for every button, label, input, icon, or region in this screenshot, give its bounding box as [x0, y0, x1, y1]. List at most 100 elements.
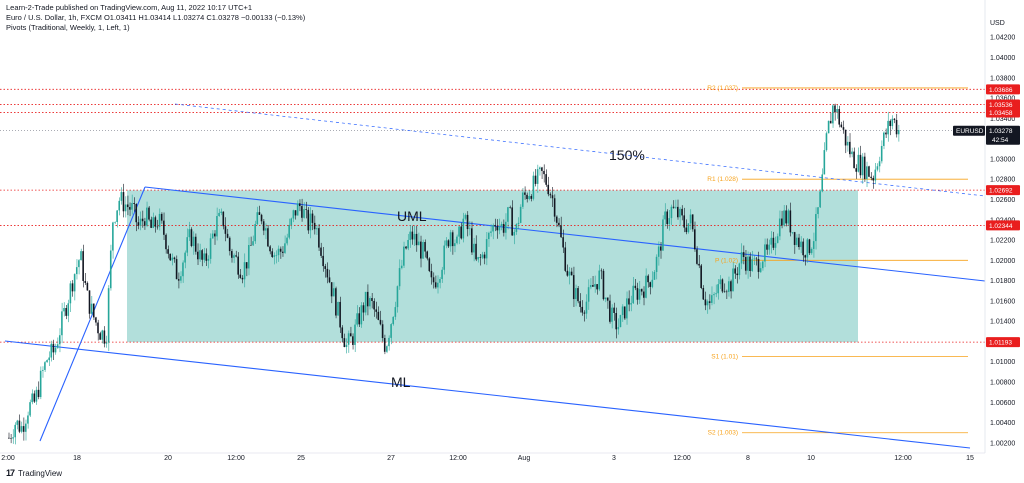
- candle-body: [165, 234, 167, 250]
- candle-body: [112, 222, 114, 251]
- candle-body: [742, 252, 745, 258]
- y-tick-label: 1.04200: [990, 35, 1015, 42]
- candle: [757, 251, 760, 279]
- candle-body: [530, 196, 533, 199]
- candle-body: [383, 338, 386, 352]
- candle-body: [700, 265, 702, 289]
- x-tick-label: 10: [807, 455, 815, 462]
- candle: [194, 233, 197, 255]
- candle-body: [674, 206, 677, 208]
- candle-body: [12, 437, 14, 439]
- candle: [532, 171, 535, 201]
- candle-body: [65, 308, 67, 316]
- candle: [893, 117, 896, 124]
- candle: [812, 232, 815, 258]
- candle: [645, 268, 647, 299]
- candle-body: [466, 214, 469, 230]
- candle: [766, 238, 768, 255]
- candle-body: [288, 224, 290, 238]
- candle-body: [783, 210, 785, 226]
- candle: [56, 337, 59, 349]
- candle: [392, 316, 395, 326]
- candle-body: [487, 232, 490, 240]
- candle-body: [141, 218, 144, 222]
- candle-body: [260, 214, 263, 222]
- candle: [226, 228, 229, 239]
- candle: [868, 165, 870, 178]
- candle-body: [33, 393, 36, 402]
- footer: 17 TradingView: [6, 468, 62, 478]
- candle: [233, 253, 235, 264]
- candle-body: [182, 262, 184, 277]
- candle: [615, 307, 618, 339]
- candle-body: [611, 307, 613, 322]
- candle-body: [303, 209, 305, 218]
- candle: [545, 169, 547, 187]
- candle: [606, 297, 609, 309]
- candle: [205, 248, 208, 266]
- candle: [498, 218, 501, 235]
- candle-body: [606, 297, 609, 301]
- candle: [315, 224, 318, 235]
- indicator-info: Pivots (Traditional, Weekly, 1, Left, 1): [6, 23, 130, 32]
- candle: [141, 210, 144, 228]
- ml-line: [4, 340, 971, 449]
- candle: [710, 286, 713, 306]
- candle: [466, 211, 469, 237]
- candle: [152, 212, 155, 229]
- candle: [415, 225, 418, 252]
- candle-body: [381, 324, 384, 339]
- candle: [105, 335, 108, 348]
- candle-body: [424, 242, 426, 252]
- candle: [75, 259, 78, 280]
- candle: [90, 295, 93, 316]
- candle: [832, 104, 834, 128]
- candle-body: [853, 151, 855, 169]
- candle: [80, 248, 82, 261]
- candle: [135, 203, 138, 232]
- candle-body: [101, 330, 104, 340]
- candle-body: [46, 360, 48, 363]
- candle: [668, 210, 671, 231]
- candle: [237, 252, 239, 279]
- candle: [373, 298, 375, 317]
- candle-body: [14, 424, 16, 438]
- candle: [774, 236, 777, 256]
- candle-body: [844, 129, 847, 146]
- pivot-label-1: R1 (1.028): [707, 176, 738, 183]
- candle-body: [483, 254, 486, 259]
- candle-body: [24, 423, 27, 432]
- candle-body: [717, 284, 719, 294]
- candle-body: [256, 212, 259, 225]
- candle-body: [430, 271, 433, 278]
- candle-body: [29, 402, 31, 416]
- candle: [844, 129, 847, 154]
- candle: [222, 211, 225, 230]
- candle-body: [806, 239, 809, 258]
- candle-body: [687, 223, 690, 233]
- candle: [713, 292, 715, 305]
- candle-body: [468, 228, 471, 230]
- candle-body: [279, 248, 282, 252]
- candle-body: [827, 120, 830, 134]
- candle: [67, 299, 70, 323]
- candle: [583, 310, 586, 322]
- candle-body: [315, 228, 318, 230]
- candle-body: [759, 268, 762, 272]
- x-tick-label: 12:00: [449, 455, 467, 462]
- candle: [443, 240, 445, 275]
- candle: [611, 304, 613, 329]
- candle-body: [734, 268, 736, 274]
- candle: [182, 260, 184, 283]
- candle-body: [585, 301, 588, 314]
- candle: [454, 239, 456, 253]
- candle-body: [239, 274, 242, 278]
- candle: [696, 246, 698, 266]
- candle: [872, 175, 874, 189]
- candle-body: [866, 166, 868, 179]
- candle: [681, 205, 683, 221]
- candle: [369, 296, 371, 310]
- candle: [95, 316, 97, 326]
- candle: [35, 386, 38, 405]
